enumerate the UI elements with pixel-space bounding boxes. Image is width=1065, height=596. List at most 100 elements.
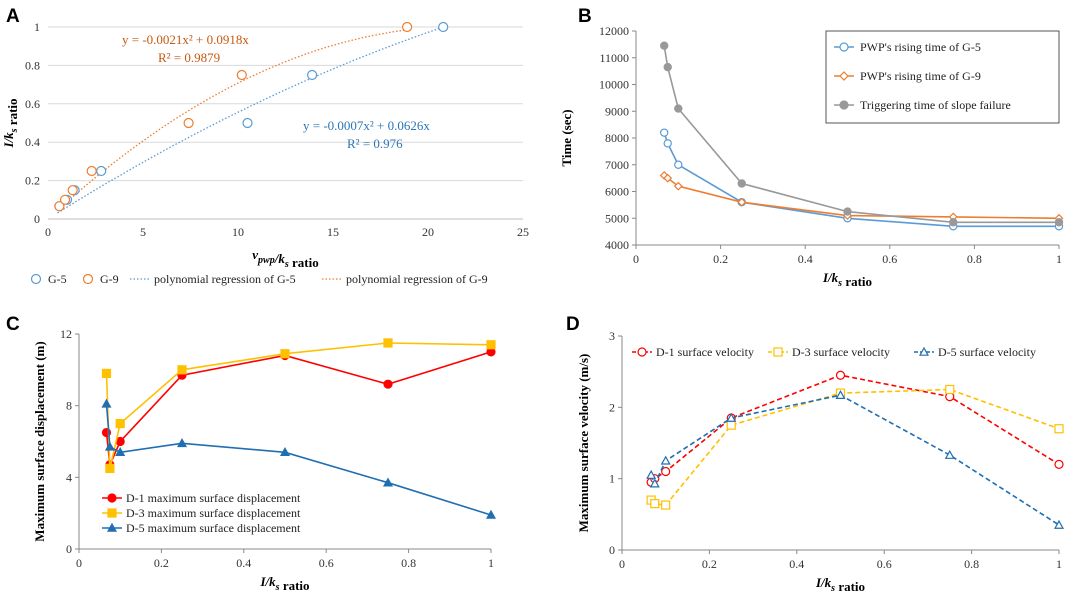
series-line [650, 374, 1060, 483]
data-point [944, 449, 955, 459]
data-point [1053, 519, 1065, 529]
x-tick-label-d: 1 [1056, 557, 1062, 571]
x-tick-label-a: 5 [140, 225, 146, 239]
panel-label-b: B [578, 6, 592, 27]
x-tick-label-b: 0.6 [882, 252, 897, 266]
x-tick-label-a: 25 [517, 225, 529, 239]
data-point [101, 368, 112, 379]
data-point [737, 179, 746, 188]
x-tick-label-d: 0.8 [964, 557, 979, 571]
data-point [383, 338, 393, 348]
x-axis-label-b: I/ks ratio [822, 270, 872, 289]
data-point [835, 370, 846, 380]
data-point [176, 438, 188, 448]
y-axis-label-a: I/ks ratio [1, 98, 20, 148]
data-point [86, 165, 97, 177]
legend-label-d: D-3 surface velocity [792, 345, 890, 359]
data-point [673, 181, 683, 191]
legend-marker-d [637, 347, 647, 357]
data-point [242, 117, 253, 129]
legend-box-b [825, 30, 1060, 124]
panel-label-c: C [6, 314, 20, 335]
legend-label-g5: G-5 [48, 272, 67, 286]
legend-marker-b [839, 42, 849, 52]
y-tick-label-b: 10000 [599, 78, 629, 92]
y-tick-label-d: 0 [609, 543, 615, 557]
legend-label-c: D-1 maximum surface displacement [126, 491, 301, 505]
x-tick-label-b: 0.8 [967, 252, 982, 266]
data-point [486, 340, 496, 350]
data-point [843, 207, 852, 216]
chart-panel-b: 4000 5000 6000 7000 8000 9000 10000 11000 12000 0… [559, 24, 1064, 289]
y-tick-label-c: 0 [66, 542, 72, 556]
data-point [663, 62, 672, 72]
data-point [949, 218, 958, 227]
y-tick-label-a: 0 [34, 212, 40, 226]
panel-label-a: A [6, 6, 20, 27]
data-point [96, 165, 107, 177]
data-point [650, 499, 660, 509]
data-point [67, 185, 78, 196]
data-point [663, 173, 673, 183]
x-tick-label-c: 0.2 [154, 556, 169, 570]
y-tick-label-a: 0.6 [25, 97, 40, 111]
x-tick-label-c: 0.6 [319, 556, 334, 570]
chart-panel-c: 0 4 8 12 0 0.2 0.4 0.6 0.8 1 I/ks ratio Maximum sur… [32, 327, 497, 593]
data-point [115, 418, 125, 429]
legend-marker-b [839, 100, 849, 110]
legend-label-b: PWP's rising time of G-9 [860, 69, 981, 83]
y-tick-label-b: 8000 [605, 131, 629, 145]
data-point [663, 139, 672, 148]
y-tick-label-c: 4 [66, 470, 72, 484]
legend-label-c: D-3 maximum surface displacement [126, 506, 301, 520]
data-point [674, 104, 683, 113]
data-point [383, 379, 393, 389]
data-point [105, 463, 115, 473]
y-tick-label-c: 8 [66, 399, 72, 413]
data-point [726, 420, 736, 430]
y-tick-label-d: 3 [609, 329, 615, 343]
y-tick-label-b: 7000 [605, 158, 629, 172]
regression-curve [57, 26, 444, 214]
x-axis-label-c: I/ks ratio [259, 574, 309, 593]
data-point [177, 365, 187, 375]
x-tick-label-b: 0.4 [798, 252, 813, 266]
legend-label-d: D-1 surface velocity [656, 345, 754, 359]
data-point [1054, 424, 1064, 434]
legend-marker-d [918, 346, 930, 356]
series-line [663, 174, 1060, 220]
panel-label-d: D [566, 314, 580, 335]
x-tick-label-c: 0.4 [236, 556, 251, 570]
legend-label-g9: G-9 [100, 272, 119, 286]
y-tick-label-a: 0.4 [25, 135, 40, 149]
y-tick-label-a: 0.8 [25, 58, 40, 72]
data-point [59, 194, 71, 205]
data-point [54, 201, 65, 212]
data-point [660, 128, 669, 137]
legend-marker-c [106, 522, 118, 532]
x-axis-label-a: vpwp/ks ratio [252, 247, 318, 270]
data-point [402, 21, 413, 33]
data-point [279, 447, 291, 457]
data-point [101, 398, 112, 408]
data-point [382, 477, 394, 487]
legend-label-reg-g5: polynomial regression of G-5 [154, 272, 296, 286]
legend-marker-c [107, 508, 117, 518]
legend-label-b: Triggering time of slope failure [860, 98, 1011, 112]
y-tick-label-b: 9000 [605, 104, 629, 118]
data-point [646, 469, 657, 479]
x-tick-label-c: 0.8 [401, 556, 416, 570]
data-point [183, 117, 194, 129]
y-tick-label-b: 6000 [605, 185, 629, 199]
x-axis-label-d: I/ks ratio [815, 575, 865, 594]
x-tick-label-a: 10 [232, 225, 244, 239]
data-point [835, 389, 846, 400]
data-point [660, 41, 669, 50]
y-tick-label-b: 4000 [605, 238, 629, 252]
data-point [307, 69, 318, 81]
data-point [1054, 459, 1064, 469]
chart-panel-d: 0 1 2 3 0 0.2 0.4 0.6 0.8 1 I/ks ratio Maximum surf… [576, 329, 1065, 594]
y-tick-label-a: 0.2 [25, 174, 40, 188]
